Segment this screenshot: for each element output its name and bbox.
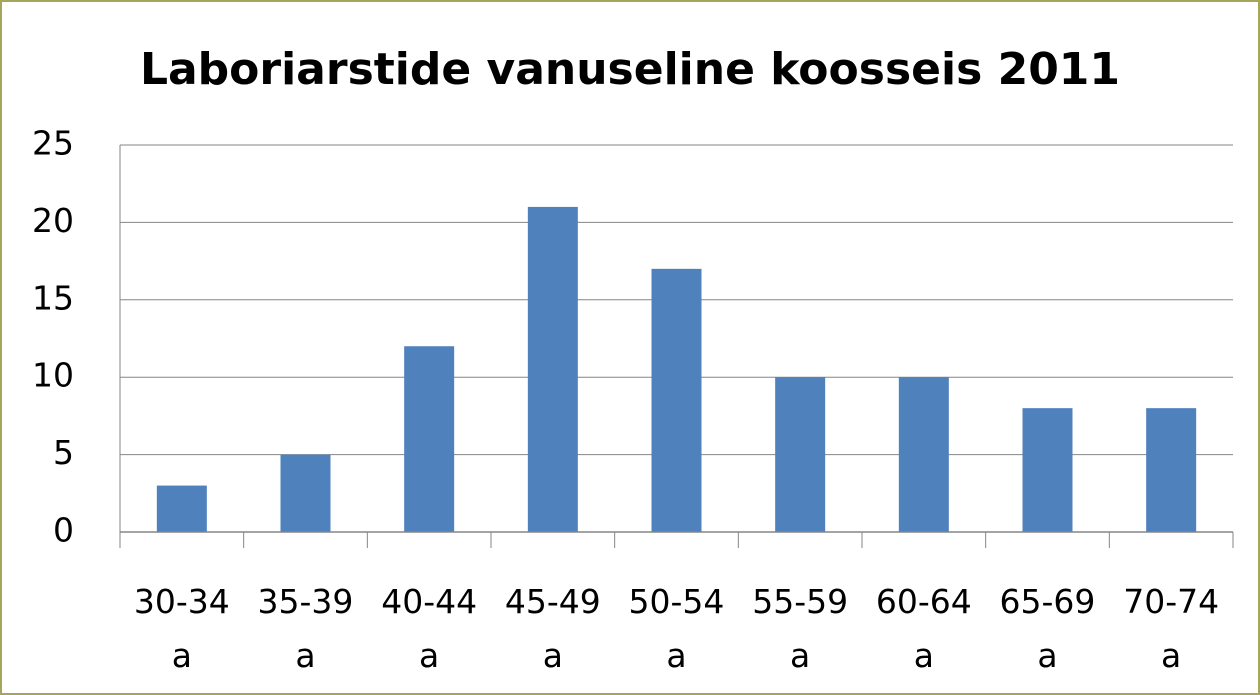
y-tick-label: 10	[32, 356, 74, 395]
bar	[156, 485, 207, 532]
y-tick-label: 20	[32, 201, 74, 240]
bar	[404, 346, 455, 532]
y-tick-label: 15	[32, 278, 74, 317]
x-tick-label: 40-44 a	[381, 582, 478, 675]
bar	[527, 206, 578, 533]
x-tick-label: 50-54 a	[628, 582, 725, 675]
bar	[775, 377, 826, 532]
x-tick-label: 55-59 a	[752, 582, 849, 675]
x-tick-label: 45-49 a	[504, 582, 601, 675]
bar	[280, 454, 331, 532]
x-tick-label: 60-64 a	[875, 582, 972, 675]
x-tick-label: 70-74 a	[1123, 582, 1220, 675]
x-tick-label: 35-39 a	[257, 582, 354, 675]
x-tick-label: 65-69 a	[999, 582, 1096, 675]
bar	[898, 377, 949, 532]
x-tick-label: 30-34 a	[133, 582, 230, 675]
bar	[1146, 408, 1197, 532]
bar	[1022, 408, 1073, 532]
y-tick-label: 5	[53, 433, 74, 472]
y-tick-label: 0	[53, 511, 74, 550]
chart-title: Laboriarstide vanuseline koosseis 2011	[140, 44, 1120, 95]
y-tick-label: 25	[32, 124, 74, 163]
bar	[651, 268, 702, 532]
